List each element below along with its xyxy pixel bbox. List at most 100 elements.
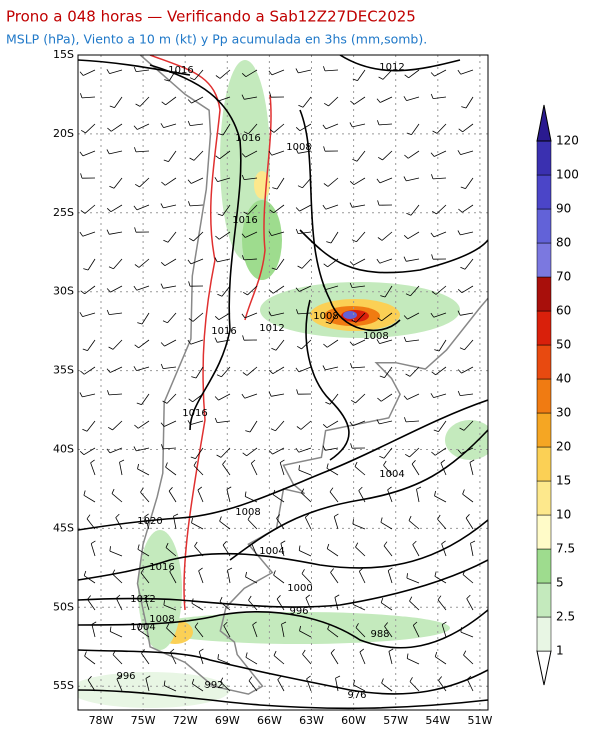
wind-barb <box>268 311 272 317</box>
wind-barb <box>461 366 474 374</box>
wind-barb <box>195 447 204 459</box>
wind-barb <box>112 654 123 665</box>
wind-barb <box>352 78 358 81</box>
wind-barb <box>334 597 339 611</box>
isobar-label: 1008 <box>363 331 388 342</box>
wind-barb <box>430 393 434 398</box>
wind-barb <box>169 567 174 572</box>
wind-barb <box>457 230 461 236</box>
wind-barb <box>352 519 354 525</box>
wind-barb <box>136 366 150 371</box>
wind-barb <box>272 447 285 455</box>
wind-barb <box>161 181 166 186</box>
wind-barb <box>248 676 253 682</box>
wind-barb <box>466 679 474 692</box>
wind-barb <box>168 69 177 82</box>
wind-barb <box>410 285 420 297</box>
wind-barb <box>110 366 123 373</box>
wind-barb <box>164 685 177 692</box>
wind-barb <box>244 177 258 180</box>
wind-barb <box>144 594 150 598</box>
wind-barb <box>404 417 407 423</box>
wind-barb <box>376 178 381 184</box>
wind-barb <box>403 235 409 239</box>
wind-barb <box>222 541 227 546</box>
wind-barb <box>298 150 312 154</box>
wind-barb <box>166 627 177 638</box>
wind-barb <box>376 98 381 103</box>
colorbar-box <box>536 276 552 312</box>
wind-barb <box>268 70 273 76</box>
wind-barb <box>349 122 353 128</box>
wind-barb <box>190 339 204 345</box>
wind-barb <box>247 204 258 215</box>
wind-barb <box>323 66 326 72</box>
wind-barb <box>403 336 407 342</box>
lat-label: 50S <box>53 600 74 613</box>
wind-barb <box>241 153 246 158</box>
wind-barb <box>407 150 420 159</box>
isobar-label: 1008 <box>149 614 174 625</box>
wind-barb <box>215 155 220 160</box>
wind-barb <box>379 339 393 344</box>
wind-barb <box>329 393 339 405</box>
wind-barb <box>405 293 411 297</box>
wind-barb <box>383 447 393 459</box>
wind-barb <box>353 684 366 692</box>
wind-barb <box>355 623 359 628</box>
wind-barb <box>379 375 385 378</box>
wind-barb <box>217 213 223 216</box>
wind-barb <box>140 568 145 574</box>
wind-barb <box>193 461 197 466</box>
colorbar-box <box>536 378 552 414</box>
wind-barb <box>195 366 204 379</box>
wind-barb <box>384 626 393 638</box>
wind-barb <box>83 69 96 76</box>
wind-barb <box>462 123 474 133</box>
wind-barb <box>322 124 327 130</box>
wind-barb <box>281 621 287 625</box>
wind-barb <box>323 263 328 268</box>
wind-barb <box>409 600 420 611</box>
wind-barb <box>194 541 198 547</box>
isobar-label: 1012 <box>259 323 284 334</box>
wind-barb <box>135 150 150 153</box>
lon-label: 60W <box>341 714 366 727</box>
wind-barb <box>219 150 231 160</box>
wind-barb <box>431 254 434 260</box>
wind-barb <box>378 123 393 126</box>
wind-barb <box>160 262 166 266</box>
wind-barb <box>330 312 339 324</box>
wind-barb <box>245 69 258 78</box>
wind-barb <box>304 517 312 530</box>
wind-barb <box>137 322 143 325</box>
wind-barb <box>388 651 393 665</box>
wind-barb <box>87 679 96 692</box>
wind-barb <box>226 486 232 490</box>
wind-barb <box>330 568 335 573</box>
wind-barb <box>241 73 247 77</box>
wind-barb <box>136 447 150 452</box>
wind-barb <box>218 393 231 401</box>
wind-barb <box>275 420 285 432</box>
wind-barb <box>376 339 380 344</box>
wind-barb <box>222 460 227 465</box>
wind-barb <box>109 185 115 189</box>
wind-barb <box>134 183 140 188</box>
wind-barb <box>271 150 285 156</box>
colorbar-label: 1 <box>556 644 564 658</box>
wind-barb <box>217 339 231 343</box>
isobar-label: 1008 <box>286 142 311 153</box>
wind-barb <box>276 514 281 519</box>
lat-label: 35S <box>53 364 74 377</box>
wind-barb <box>388 648 394 652</box>
wind-barb <box>222 204 231 216</box>
wind-barb <box>192 393 204 403</box>
wind-barb <box>353 177 366 186</box>
colorbar-box <box>536 140 552 176</box>
wind-barb <box>461 204 474 213</box>
wind-barb <box>460 266 466 270</box>
wind-barb <box>160 363 164 369</box>
title: Prono a 048 horas — Verificando a Sab12Z… <box>6 8 416 26</box>
lon-label: 75W <box>131 714 156 727</box>
